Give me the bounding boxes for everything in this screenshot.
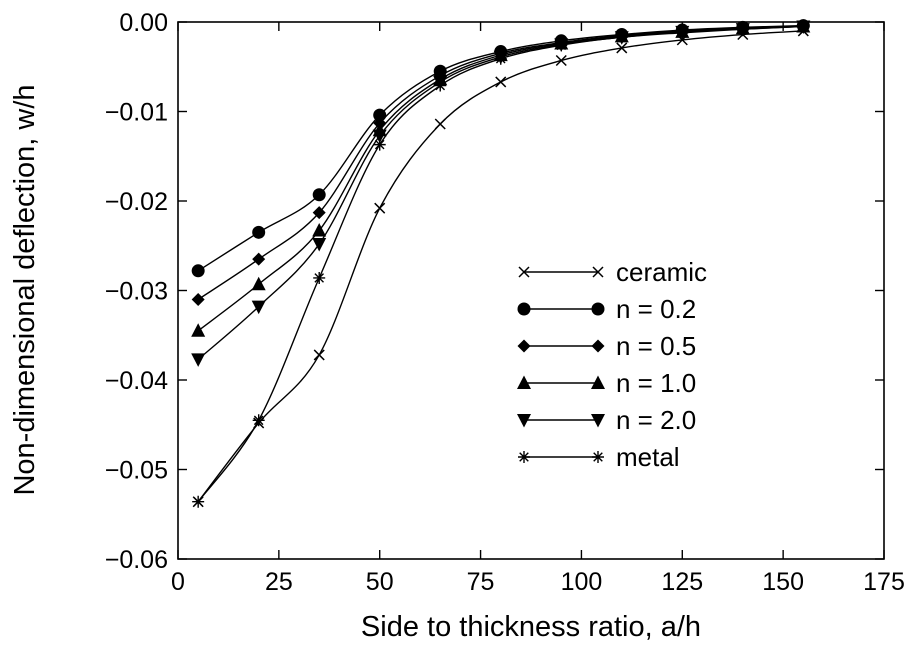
y-tick-label: −0.01 [105,99,168,127]
legend-item: metal [518,442,680,472]
x-tick-label: 100 [561,568,603,596]
x-tick-label: 0 [171,568,185,596]
legend-item: ceramic [518,257,707,287]
x-axis-title: Side to thickness ratio, a/h [361,611,701,643]
x-tick-label: 50 [366,568,394,596]
marker-asterisk [676,26,689,39]
marker-diamond [252,252,266,266]
marker-triangle-down [312,237,327,252]
marker-circle [312,188,326,202]
y-tick-label: −0.03 [105,278,168,306]
marker-cross [374,202,386,214]
legend-label: n = 0.2 [616,294,696,324]
marker-asterisk [494,52,507,65]
y-tick-label: −0.05 [105,457,168,485]
marker-triangle-down [191,353,206,367]
marker-triangle-down [372,129,387,144]
marker-asterisk [518,451,530,463]
marker-cross [592,266,604,278]
marker-circle [517,302,531,316]
y-tick-label: −0.06 [105,546,168,574]
marker-diamond [591,339,605,353]
series-line [197,25,804,332]
marker-triangle-up [591,375,605,389]
x-tick-label: 150 [762,568,804,596]
marker-triangle-up [191,323,206,337]
marker-cross [616,42,628,54]
x-tick-label: 125 [661,568,703,596]
marker-cross [555,54,567,67]
legend: ceramic n = 0.2 n = 0.5 n = 1.0 n = 2.0 metal [517,257,707,472]
x-tick-label: 75 [467,568,495,596]
marker-cross [518,266,530,278]
y-tick-label: 0.00 [119,9,168,37]
series-line [197,25,804,503]
marker-triangle-down [517,414,531,428]
legend-label: n = 1.0 [616,368,696,398]
marker-triangle-up [312,223,327,237]
y-tick-label: −0.04 [105,367,168,395]
marker-triangle-down [591,414,605,428]
series-n-2-0 [191,20,811,367]
series-line [197,25,804,360]
marker-triangle-up [251,276,266,291]
marker-asterisk [555,39,568,52]
x-tick-label: 25 [265,568,293,596]
marker-triangle-up [517,375,531,389]
y-tick-label: −0.02 [105,188,168,216]
legend-label: n = 0.5 [616,331,696,361]
marker-circle [591,302,605,316]
y-axis-title: Non-dimensional deflection, w/h [9,84,41,495]
marker-asterisk [797,20,810,33]
series-n-1-0 [191,18,811,337]
legend-item: n = 1.0 [517,368,696,398]
marker-diamond [191,292,205,306]
marker-cross [495,76,507,88]
marker-circle [191,264,205,278]
marker-asterisk [313,271,326,284]
marker-asterisk [615,31,628,44]
marker-circle [252,225,266,239]
legend-item: n = 0.5 [517,331,696,361]
series-line [197,30,804,503]
x-tick-label: 175 [863,568,905,596]
marker-triangle-down [251,300,266,315]
series-layer [191,18,811,508]
plot-frame [177,21,885,560]
legend-label: ceramic [616,257,707,287]
series-ceramic [192,25,809,508]
legend-item: n = 2.0 [517,405,696,435]
legend-item: n = 0.2 [517,294,696,324]
ticks-layer: 0 25 50 75 100 125 150 175 0.00 −0.01 −0.02 −0.03 −0… [105,9,905,596]
legend-label: metal [616,442,680,472]
marker-asterisk [373,138,386,151]
series-line [197,24,804,272]
series-metal [192,20,810,508]
marker-asterisk [592,451,604,463]
marker-asterisk [736,23,749,36]
marker-circle [373,108,387,122]
marker-cross [313,349,325,361]
marker-asterisk [434,79,447,92]
marker-cross [434,118,446,130]
marker-asterisk [252,414,265,427]
marker-diamond [312,206,326,220]
marker-diamond [517,339,531,353]
marker-asterisk [192,495,205,508]
legend-label: n = 2.0 [616,405,696,435]
series-line [197,25,804,301]
